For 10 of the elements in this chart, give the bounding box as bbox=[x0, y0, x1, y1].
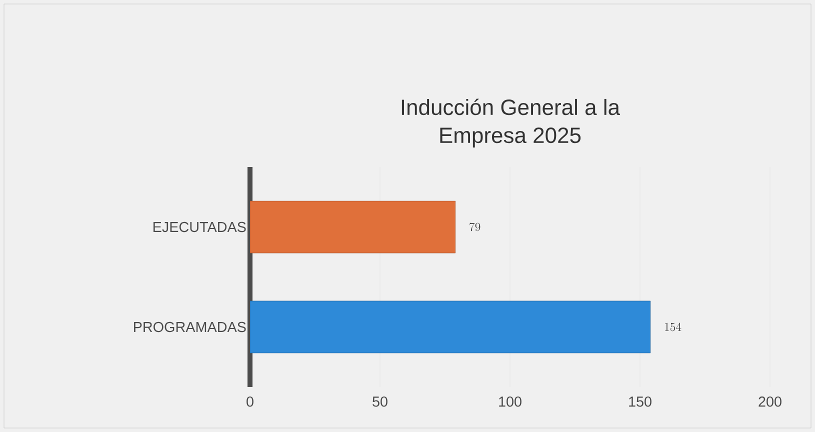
x-tick-label: 50 bbox=[372, 396, 388, 407]
data-label: 154 bbox=[665, 322, 682, 332]
chart-title: Inducción General a la Empresa 2025 bbox=[402, 98, 620, 148]
y-tick-label: PROGRAMADAS bbox=[134, 322, 246, 332]
y-tick-label: EJECUTADAS bbox=[153, 222, 246, 232]
x-tick-label: 100 bbox=[499, 396, 522, 407]
x-tick-label: 0 bbox=[246, 396, 254, 407]
x-tick-label: 150 bbox=[629, 396, 652, 407]
x-tick-label: 200 bbox=[758, 396, 782, 407]
data-label: 79 bbox=[470, 222, 480, 232]
